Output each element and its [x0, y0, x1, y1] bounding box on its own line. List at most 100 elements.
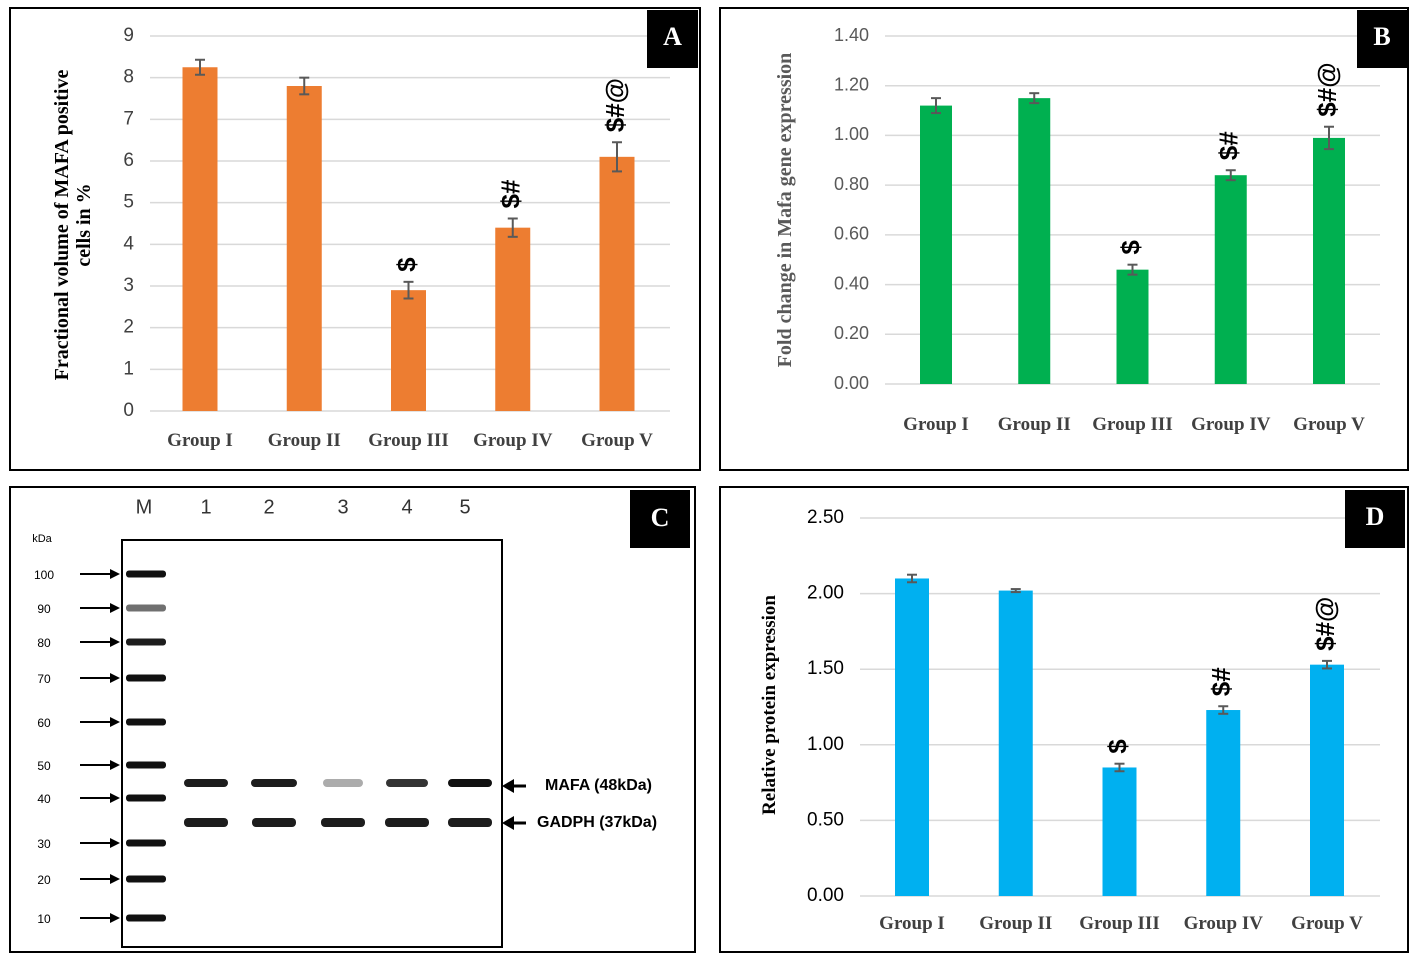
- bar: [1117, 270, 1149, 384]
- annotation: $#: [1214, 131, 1244, 160]
- lane-label: 1: [200, 496, 211, 518]
- lane-label: 3: [337, 496, 348, 518]
- y-tick-label: 9: [123, 25, 134, 46]
- panel-label: D: [1366, 502, 1385, 531]
- x-tick-label-box: Group V: [1284, 396, 1374, 454]
- mafa-band: [323, 779, 363, 787]
- y-tick-label: 1.50: [807, 658, 844, 679]
- y-axis-title: Fold change in Mafa gene expression: [753, 50, 817, 370]
- x-tick-label-box: Group III: [354, 425, 464, 457]
- y-tick-label: 0.00: [834, 373, 869, 393]
- x-tick-label-box: Group III: [1065, 908, 1175, 940]
- ladder-band: [126, 915, 166, 922]
- x-tick-label-box: Group II: [961, 908, 1071, 940]
- x-tick-label-box: Group I: [891, 396, 981, 454]
- bar: [391, 290, 426, 411]
- x-tick-label: Group IV: [1168, 908, 1278, 940]
- marker-label: 80: [37, 636, 51, 650]
- bar: [920, 106, 952, 384]
- western-blot: C kDa M12345100908070605040302010MAFA (4…: [32, 490, 690, 947]
- y-axis-title-box: Fractional volume of MAFA positive cells…: [41, 55, 105, 395]
- marker-label: 10: [37, 912, 51, 926]
- panel-frame: [720, 487, 1408, 952]
- marker-label: 100: [34, 568, 54, 582]
- arrow-head: [502, 779, 514, 793]
- arrow-head: [110, 760, 120, 770]
- x-tick-label-box: Group I: [145, 425, 255, 457]
- y-tick-label: 1.20: [834, 74, 869, 94]
- x-tick-label-box: Group II: [249, 425, 359, 457]
- lane-label: 4: [401, 496, 412, 518]
- x-tick-label: Group III: [1065, 908, 1175, 940]
- lane-label: 5: [459, 496, 470, 518]
- annotation: $: [1115, 240, 1145, 255]
- marker-label: 30: [37, 837, 51, 851]
- gadph-band: [252, 818, 296, 827]
- bar: [1206, 710, 1240, 896]
- membrane: [122, 540, 502, 947]
- gadph-band: [385, 818, 429, 827]
- ladder-band: [126, 571, 166, 578]
- y-axis-title-box: Fold change in Mafa gene expression: [753, 50, 817, 370]
- figure: C kDa M12345100908070605040302010MAFA (4…: [0, 0, 1413, 953]
- x-tick-label: Group V: [1284, 396, 1374, 454]
- marker-label: 40: [37, 792, 51, 806]
- y-tick-label: 1: [123, 358, 134, 379]
- gadph-band: [448, 818, 492, 827]
- x-tick-label: Group IV: [1186, 396, 1276, 454]
- bar: [1103, 767, 1137, 896]
- y-tick-label: 2.50: [807, 507, 844, 528]
- x-tick-label: Group I: [891, 396, 981, 454]
- bar: [287, 86, 322, 411]
- ladder-band: [126, 795, 166, 802]
- y-axis-title-box: Relative protein expression: [750, 545, 790, 865]
- x-tick-label: Group III: [354, 425, 464, 457]
- y-tick-label: 0.80: [834, 174, 869, 194]
- y-tick-label: 0.40: [834, 273, 869, 293]
- ladder-band: [126, 639, 166, 646]
- lane-label: 2: [263, 496, 274, 518]
- mafa-band: [448, 779, 492, 787]
- x-tick-label: Group II: [989, 396, 1079, 454]
- y-tick-label: 0.50: [807, 809, 844, 830]
- x-tick-label-box: Group IV: [1168, 908, 1278, 940]
- marker-label: 90: [37, 602, 51, 616]
- marker-label: 70: [37, 672, 51, 686]
- x-tick-label: Group I: [857, 908, 967, 940]
- bar: [495, 228, 530, 411]
- band-label: GADPH (37kDa): [537, 814, 657, 831]
- arrow-head: [110, 913, 120, 923]
- bar: [999, 591, 1033, 896]
- bar: [895, 578, 929, 896]
- bar: [1018, 98, 1050, 384]
- x-tick-label-box: Group V: [562, 425, 672, 457]
- arrow-head: [502, 816, 514, 830]
- panel-label: A: [663, 22, 682, 51]
- annotation: $#@: [1310, 597, 1340, 651]
- y-axis-title: Fractional volume of MAFA positive cells…: [41, 55, 105, 395]
- arrow-head: [110, 793, 120, 803]
- ladder-band: [126, 605, 166, 612]
- mafa-band: [386, 779, 428, 787]
- band-label: MAFA (48kDa): [545, 777, 652, 794]
- y-tick-label: 0.00: [807, 885, 844, 906]
- y-tick-label: 0: [123, 400, 134, 421]
- x-tick-label: Group III: [1088, 396, 1178, 454]
- y-tick-label: 0.20: [834, 323, 869, 343]
- mafa-band: [184, 779, 228, 787]
- bar: [1313, 138, 1345, 384]
- y-tick-label: 1.00: [834, 124, 869, 144]
- x-tick-label-box: Group V: [1272, 908, 1382, 940]
- x-tick-label-box: Group III: [1088, 396, 1178, 454]
- annotation: $: [1102, 739, 1132, 754]
- ladder-band: [126, 675, 166, 682]
- y-tick-label: 2: [123, 317, 134, 338]
- y-tick-label: 3: [123, 275, 134, 296]
- y-axis-title: Relative protein expression: [750, 545, 790, 865]
- annotation: $#@: [600, 78, 630, 132]
- bar: [1215, 175, 1247, 384]
- annotation: $#: [496, 179, 526, 208]
- arrow-head: [110, 717, 120, 727]
- ladder-band: [126, 840, 166, 847]
- bar: [1310, 665, 1344, 896]
